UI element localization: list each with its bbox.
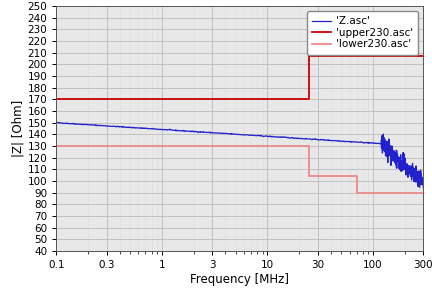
Y-axis label: |Z| [Ohm]: |Z| [Ohm] [12, 100, 25, 157]
Legend: 'Z.asc', 'upper230.asc', 'lower230.asc': 'Z.asc', 'upper230.asc', 'lower230.asc' [307, 11, 418, 55]
'Z.asc' [55, 121, 60, 124]
'Z.asc' [107, 124, 112, 128]
Line: 'lower230.asc': 'lower230.asc' [56, 146, 423, 193]
'Z.asc' [384, 140, 390, 143]
'lower230.asc' [307, 144, 312, 148]
'lower230.asc' [54, 144, 59, 148]
'upper230.asc' [421, 54, 426, 58]
'upper230.asc' [307, 98, 312, 101]
X-axis label: Frequency [MHz]: Frequency [MHz] [190, 273, 289, 286]
'Z.asc' [263, 134, 268, 138]
'upper230.asc' [307, 54, 312, 58]
'Z.asc' [403, 167, 409, 171]
'Z.asc' [54, 121, 59, 124]
'lower230.asc' [354, 175, 359, 178]
Line: 'Z.asc': 'Z.asc' [56, 122, 423, 188]
'upper230.asc' [54, 98, 59, 101]
'Z.asc' [390, 148, 395, 152]
'lower230.asc' [354, 191, 359, 194]
'lower230.asc' [421, 191, 426, 194]
Line: 'upper230.asc': 'upper230.asc' [56, 56, 423, 99]
'Z.asc' [181, 129, 186, 133]
'Z.asc' [421, 187, 426, 190]
'lower230.asc' [307, 175, 312, 178]
